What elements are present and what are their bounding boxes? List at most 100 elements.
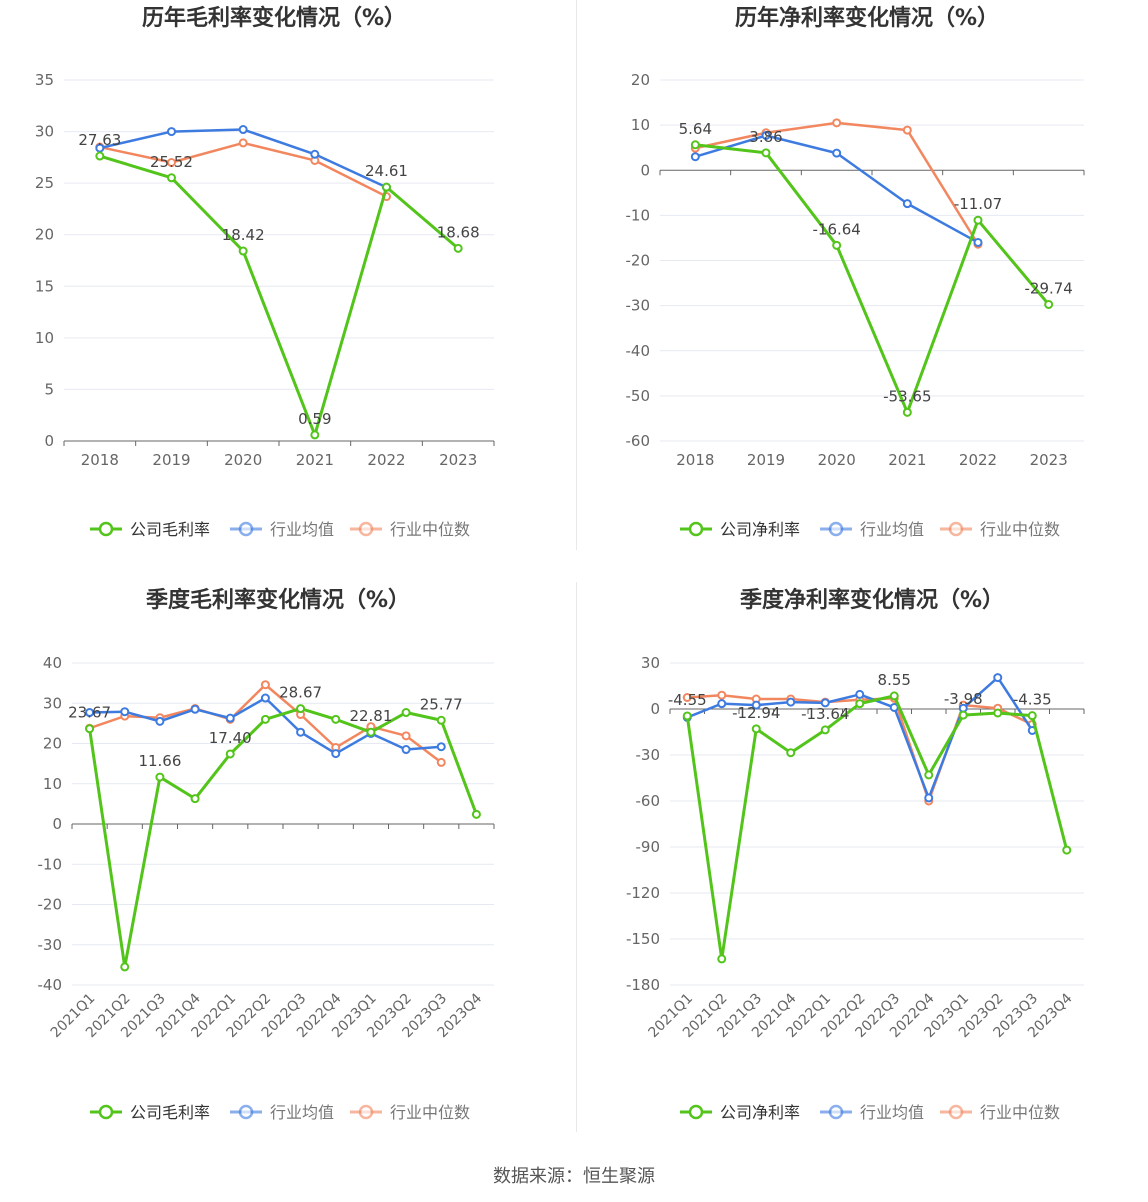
series-point[interactable] xyxy=(993,708,1003,718)
series-point[interactable] xyxy=(120,962,130,972)
series-point[interactable] xyxy=(717,954,727,964)
series-point[interactable] xyxy=(155,772,165,782)
series-point[interactable] xyxy=(924,793,934,803)
data-label: 0.59 xyxy=(298,410,331,428)
legend-label[interactable]: 行业均值 xyxy=(860,1103,924,1122)
legend-label[interactable]: 公司净利率 xyxy=(720,1103,800,1122)
series-point[interactable] xyxy=(401,731,411,741)
series-point[interactable] xyxy=(310,149,320,159)
x-tick-label: 2021 xyxy=(296,451,334,469)
series-point[interactable] xyxy=(85,724,95,734)
legend-label[interactable]: 行业均值 xyxy=(270,1103,334,1122)
series-point[interactable] xyxy=(155,716,165,726)
series-point[interactable] xyxy=(190,704,200,714)
series-point[interactable] xyxy=(167,173,176,183)
series-point[interactable] xyxy=(832,148,842,158)
series-point[interactable] xyxy=(436,742,446,752)
chart-svg: 季度毛利率变化情况（%）-40-30-20-100102030402021Q12… xyxy=(38,587,495,1122)
series-point[interactable] xyxy=(401,708,411,718)
series-point[interactable] xyxy=(1027,711,1037,721)
legend-label[interactable]: 行业中位数 xyxy=(390,1103,470,1122)
y-tick-label: -10 xyxy=(626,206,651,224)
series-point[interactable] xyxy=(225,749,235,759)
y-tick-label: 30 xyxy=(35,123,54,141)
series-point[interactable] xyxy=(889,691,899,701)
series-point[interactable] xyxy=(1044,299,1054,309)
series-point[interactable] xyxy=(786,748,796,758)
y-tick-label: 0 xyxy=(44,432,54,450)
legend-label[interactable]: 行业均值 xyxy=(860,520,924,539)
series-point[interactable] xyxy=(238,246,248,256)
series-point[interactable] xyxy=(902,407,912,417)
series-point[interactable] xyxy=(682,711,692,721)
series-point[interactable] xyxy=(238,125,248,135)
series-point[interactable] xyxy=(310,430,320,440)
series-point[interactable] xyxy=(855,699,865,709)
series-point[interactable] xyxy=(924,770,934,780)
data-label: 28.67 xyxy=(279,684,322,702)
series-point[interactable] xyxy=(296,704,306,714)
series-point[interactable] xyxy=(260,680,270,690)
y-tick-label: -150 xyxy=(626,930,660,948)
series-point[interactable] xyxy=(401,745,411,755)
series-point[interactable] xyxy=(902,199,912,209)
series-point[interactable] xyxy=(95,151,105,161)
series-point[interactable] xyxy=(331,749,341,759)
legend-label[interactable]: 行业中位数 xyxy=(980,1103,1060,1122)
legend-label[interactable]: 行业均值 xyxy=(270,520,334,539)
series-point[interactable] xyxy=(993,673,1003,683)
y-tick-label: 30 xyxy=(641,654,660,672)
x-tick-label: 2018 xyxy=(81,451,119,469)
legend-label[interactable]: 行业中位数 xyxy=(980,520,1060,539)
series-point[interactable] xyxy=(973,215,983,225)
series-point[interactable] xyxy=(751,700,761,710)
series-point[interactable] xyxy=(260,714,270,724)
series-point[interactable] xyxy=(973,237,983,247)
series-point[interactable] xyxy=(85,708,95,718)
data-label: -12.94 xyxy=(732,704,780,722)
series-point[interactable] xyxy=(958,710,968,720)
series-point[interactable] xyxy=(167,158,176,168)
x-tick-label: 2023 xyxy=(439,451,477,469)
series-point[interactable] xyxy=(238,138,248,148)
series-point[interactable] xyxy=(436,715,446,725)
series-point[interactable] xyxy=(260,693,270,703)
series-point[interactable] xyxy=(682,693,692,702)
series-point[interactable] xyxy=(296,727,306,737)
series-point[interactable] xyxy=(761,148,771,158)
series-point[interactable] xyxy=(382,182,391,192)
series-point[interactable] xyxy=(471,809,481,819)
series-point[interactable] xyxy=(690,140,700,150)
series-point[interactable] xyxy=(1062,845,1072,855)
legend-label[interactable]: 公司毛利率 xyxy=(130,1103,210,1122)
series-point[interactable] xyxy=(436,757,446,767)
series-point[interactable] xyxy=(690,152,700,162)
series-point[interactable] xyxy=(331,714,341,724)
series-point[interactable] xyxy=(820,698,830,708)
series-point[interactable] xyxy=(225,713,235,723)
y-tick-label: -20 xyxy=(38,896,63,914)
series-point[interactable] xyxy=(832,240,842,250)
series-point[interactable] xyxy=(190,794,200,804)
series-point[interactable] xyxy=(167,127,176,137)
series-point[interactable] xyxy=(855,689,865,699)
legend-label[interactable]: 行业中位数 xyxy=(390,520,470,539)
legend-label[interactable]: 公司净利率 xyxy=(720,520,800,539)
series-point[interactable] xyxy=(366,727,376,737)
legend-swatch-marker xyxy=(238,1104,254,1120)
series-point[interactable] xyxy=(832,118,842,128)
series-point[interactable] xyxy=(902,125,912,135)
series-point[interactable] xyxy=(717,690,727,700)
series-point[interactable] xyxy=(751,724,761,734)
series-point[interactable] xyxy=(820,725,830,735)
y-tick-label: 10 xyxy=(631,116,650,134)
series-point[interactable] xyxy=(786,697,796,707)
series-point[interactable] xyxy=(453,243,463,253)
series-point[interactable] xyxy=(120,707,130,717)
x-tick-label: 2018 xyxy=(676,451,714,469)
series-point[interactable] xyxy=(717,699,727,709)
quarterly-net-margin-panel: 季度净利率变化情况（%） -180 -150 -120 -90 -60 -30 0 30 2021… xyxy=(574,582,1148,1162)
y-tick-label: 25 xyxy=(35,174,54,192)
series-point[interactable] xyxy=(761,131,771,141)
legend-label[interactable]: 公司毛利率 xyxy=(130,520,210,539)
